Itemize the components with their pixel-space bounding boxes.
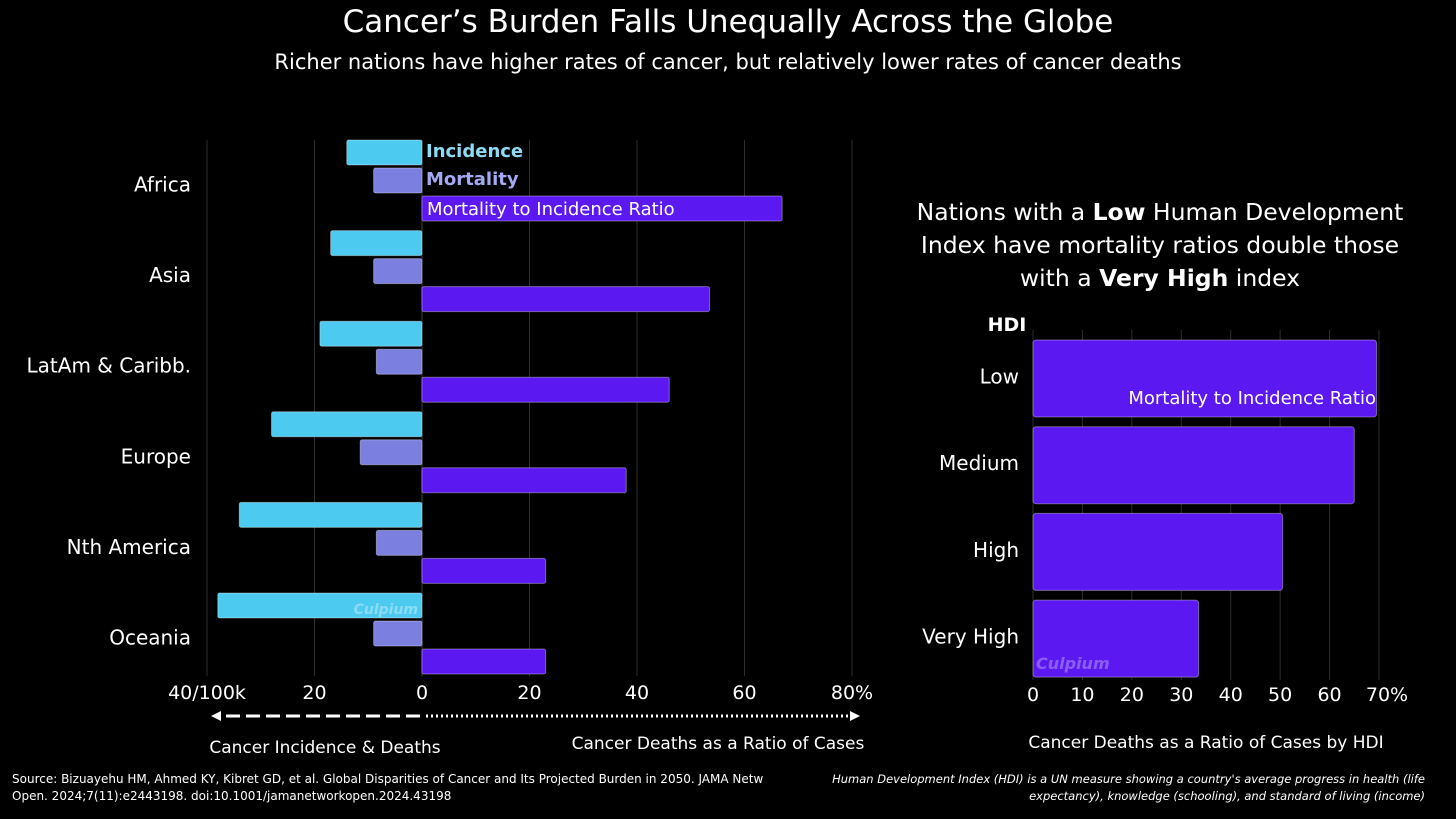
region-label: Africa [134, 173, 191, 197]
hdi-tick-label: 50 [1268, 684, 1292, 706]
hdi-tick-label: 40 [1219, 684, 1243, 706]
region-label: Nth America [67, 535, 191, 559]
headline-text: index [1228, 264, 1301, 292]
hdi-tick-label: 70% [1366, 684, 1408, 706]
region-label: Oceania [109, 626, 191, 650]
region-label: Europe [121, 444, 191, 468]
ratio-bar-nth-america [421, 557, 547, 584]
legend-incidence: Incidence [426, 141, 523, 162]
hdi-category-label: Medium [939, 451, 1019, 475]
hdi-headline: Nations with a Low Human Development Ind… [900, 196, 1420, 295]
watermark: Culpium [1036, 654, 1110, 673]
incidence-bar-africa [346, 139, 423, 166]
hdi-bar-high [1032, 512, 1284, 591]
axis-tick-label: 80% [831, 682, 873, 704]
incidence-bar-nth-america [238, 501, 423, 528]
axis-tick-label: 40/100k [168, 682, 246, 704]
right-axis-title: Cancer Deaths as a Ratio of Cases [572, 734, 865, 754]
mortality-bar-nth-america [375, 529, 423, 556]
hdi-series-label: Mortality to Incidence Ratio [1128, 388, 1376, 409]
hdi-tick-label: 60 [1317, 684, 1341, 706]
headline-text: Nations with a [916, 198, 1093, 226]
hdi-axis-xlabel: Cancer Deaths as a Ratio of Cases by HDI [1028, 733, 1383, 753]
bar-layer [217, 139, 1378, 678]
mortality-bar-europe [359, 439, 423, 466]
hdi-axis-title: HDI [988, 314, 1027, 336]
ratio-bar-asia [421, 286, 711, 313]
legend-ratio: Mortality to Incidence Ratio [427, 199, 675, 220]
hdi-footnote: Human Development Index (HDI) is a UN me… [832, 772, 1425, 803]
legend-mortality: Mortality [426, 169, 519, 190]
ratio-bar-europe [421, 467, 627, 494]
region-label: Asia [149, 263, 191, 287]
watermark: Culpium [354, 602, 418, 618]
hdi-tick-label: 10 [1070, 684, 1094, 706]
incidence-bar-oceania [217, 592, 423, 619]
axis-tick-label: 60 [732, 682, 756, 704]
axis-tick-label: 20 [517, 682, 541, 704]
label-layer: Africa Asia LatAm & Caribb. Europe Nth Ameri… [27, 141, 1409, 758]
chart-title: Cancer’s Burden Falls Unequally Across t… [342, 4, 1114, 40]
mortality-bar-africa [373, 167, 423, 194]
mortality-bar-latam-caribb- [375, 348, 423, 375]
axis-tick-label: 40 [625, 682, 649, 704]
ratio-bar-oceania [421, 648, 547, 675]
incidence-bar-latam-caribb- [319, 320, 423, 347]
hdi-bar-medium [1032, 426, 1355, 505]
chart-subtitle: Richer nations have higher rates of canc… [274, 50, 1182, 74]
source-citation: Source: Bizuayehu HM, Ahmed KY, Kibret G… [12, 772, 764, 803]
headline-bold-very-high: Very High [1099, 264, 1229, 292]
hdi-tick-label: 30 [1169, 684, 1193, 706]
incidence-bar-europe [271, 411, 423, 438]
headline-bold-low: Low [1092, 198, 1146, 226]
hdi-tick-label: 0 [1027, 684, 1039, 706]
headline-text: Human Development Index have mortality r… [920, 198, 1404, 292]
region-label: LatAm & Caribb. [27, 354, 191, 378]
mortality-bar-oceania [373, 620, 423, 647]
ratio-bar-africa [421, 195, 783, 222]
axis-tick-label: 20 [302, 682, 326, 704]
ratio-bar-latam-caribb- [421, 376, 670, 403]
hdi-bar-low [1032, 339, 1378, 418]
axis-tick-label: 0 [416, 682, 428, 704]
mortality-bar-asia [373, 258, 423, 285]
hdi-category-label: Very High [922, 625, 1019, 649]
incidence-bar-asia [330, 230, 423, 257]
left-axis-title: Cancer Incidence & Deaths [209, 738, 440, 758]
hdi-bar-very-high [1032, 599, 1200, 678]
hdi-category-label: Low [980, 365, 1019, 389]
hdi-tick-label: 20 [1120, 684, 1144, 706]
hdi-category-label: High [973, 538, 1019, 562]
